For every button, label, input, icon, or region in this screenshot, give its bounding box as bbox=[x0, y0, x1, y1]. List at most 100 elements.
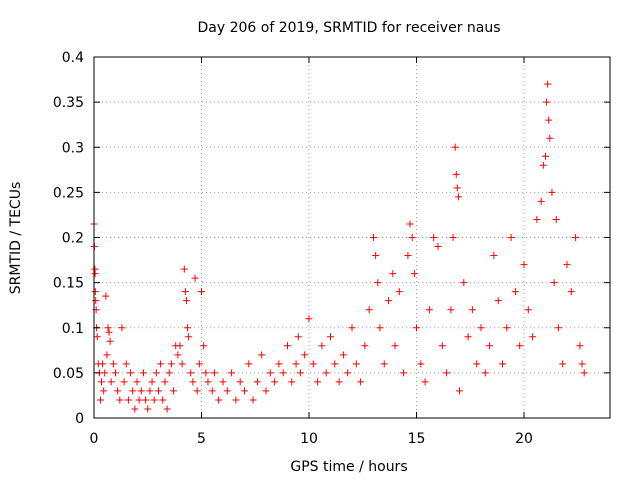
data-point bbox=[486, 342, 494, 350]
data-point bbox=[150, 396, 158, 404]
data-point bbox=[305, 315, 313, 323]
data-point bbox=[552, 215, 560, 223]
data-point bbox=[430, 234, 438, 241]
data-point bbox=[202, 369, 210, 377]
data-point bbox=[503, 324, 511, 332]
data-point bbox=[542, 152, 549, 160]
data-point bbox=[406, 220, 414, 228]
data-point bbox=[507, 234, 515, 241]
data-point bbox=[116, 396, 124, 404]
axis-ticks bbox=[93, 56, 610, 419]
y-tick-label: 0.4 bbox=[62, 50, 84, 66]
data-point bbox=[148, 378, 156, 386]
data-point bbox=[100, 387, 108, 395]
data-point bbox=[374, 279, 382, 287]
data-point bbox=[529, 333, 537, 341]
data-point bbox=[331, 360, 339, 368]
data-point bbox=[339, 351, 347, 359]
x-tick-label: 10 bbox=[300, 431, 318, 447]
data-point bbox=[135, 396, 143, 404]
data-point bbox=[157, 360, 165, 368]
data-point bbox=[460, 279, 468, 287]
data-point bbox=[404, 252, 412, 260]
data-point bbox=[93, 333, 101, 341]
data-point bbox=[122, 360, 130, 368]
data-point bbox=[511, 288, 519, 296]
data-point bbox=[114, 387, 122, 395]
data-point bbox=[395, 288, 403, 296]
data-point bbox=[262, 387, 270, 395]
data-point bbox=[348, 324, 356, 332]
data-point bbox=[101, 369, 109, 377]
data-point bbox=[352, 360, 360, 368]
data-point bbox=[102, 292, 110, 300]
data-point bbox=[241, 387, 248, 395]
data-point bbox=[464, 333, 472, 341]
data-point bbox=[204, 378, 212, 386]
data-point bbox=[417, 360, 425, 368]
data-point bbox=[322, 369, 330, 377]
data-point bbox=[109, 360, 117, 368]
data-point bbox=[545, 116, 553, 124]
data-point bbox=[385, 297, 393, 305]
data-point bbox=[124, 396, 132, 404]
data-point bbox=[477, 324, 485, 332]
data-point bbox=[408, 234, 416, 241]
data-point bbox=[550, 279, 558, 287]
data-point bbox=[481, 369, 489, 377]
data-point bbox=[380, 360, 388, 368]
data-point bbox=[245, 360, 253, 368]
data-point bbox=[520, 261, 528, 269]
data-point bbox=[253, 378, 261, 386]
data-point bbox=[185, 333, 193, 341]
data-point bbox=[167, 360, 175, 368]
data-point bbox=[219, 378, 227, 386]
data-point bbox=[580, 369, 588, 377]
data-point bbox=[318, 342, 326, 350]
data-point bbox=[578, 360, 586, 368]
data-point bbox=[99, 360, 107, 368]
data-point bbox=[104, 324, 112, 332]
data-point bbox=[370, 234, 377, 241]
data-point bbox=[118, 324, 126, 332]
data-point bbox=[554, 324, 562, 332]
data-point bbox=[161, 378, 169, 386]
data-point bbox=[180, 265, 188, 273]
y-tick-label: 0 bbox=[75, 411, 84, 427]
y-tick-label: 0.35 bbox=[53, 95, 84, 111]
data-point bbox=[275, 360, 283, 368]
data-point bbox=[494, 297, 502, 305]
data-point bbox=[152, 369, 160, 377]
data-point bbox=[443, 369, 451, 377]
data-point bbox=[288, 378, 296, 386]
data-point bbox=[159, 396, 167, 404]
data-point bbox=[473, 360, 481, 368]
data-point bbox=[499, 360, 506, 368]
data-point bbox=[335, 378, 343, 386]
data-point bbox=[559, 360, 567, 368]
data-point bbox=[533, 215, 541, 223]
data-point bbox=[537, 197, 545, 205]
y-tick-label: 0.1 bbox=[62, 321, 84, 337]
data-point bbox=[468, 306, 476, 314]
data-point bbox=[181, 288, 189, 296]
data-point bbox=[182, 297, 190, 305]
data-point bbox=[421, 378, 429, 386]
data-point bbox=[193, 387, 201, 395]
data-point bbox=[548, 188, 556, 196]
x-tick-label: 5 bbox=[197, 431, 206, 447]
data-point bbox=[357, 378, 365, 386]
data-point bbox=[195, 360, 203, 368]
data-point bbox=[266, 369, 274, 377]
data-point bbox=[447, 306, 455, 314]
data-point bbox=[191, 274, 199, 282]
data-point bbox=[294, 333, 302, 341]
data-points bbox=[90, 80, 588, 413]
data-point bbox=[184, 324, 192, 332]
data-point bbox=[98, 378, 106, 386]
data-point bbox=[400, 369, 408, 377]
data-point bbox=[279, 369, 287, 377]
y-axis-label: SRMTID / TECUs bbox=[8, 182, 24, 295]
data-point bbox=[232, 396, 240, 404]
